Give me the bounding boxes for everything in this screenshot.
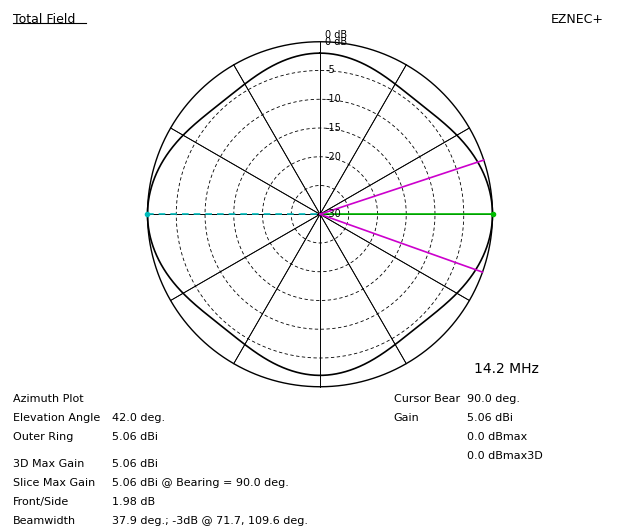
Text: Outer Ring: Outer Ring (13, 432, 73, 442)
Text: 5.06 dBi: 5.06 dBi (112, 459, 158, 469)
Text: 0 dB: 0 dB (325, 37, 348, 47)
Text: 42.0 deg.: 42.0 deg. (112, 413, 165, 423)
Text: 37.9 deg.; -3dB @ 71.7, 109.6 deg.: 37.9 deg.; -3dB @ 71.7, 109.6 deg. (112, 516, 308, 526)
Text: -5: -5 (325, 66, 335, 76)
Text: 3D Max Gain: 3D Max Gain (13, 459, 84, 469)
Text: -20: -20 (325, 152, 341, 162)
Text: Beamwidth: Beamwidth (13, 516, 76, 526)
Text: Gain: Gain (394, 413, 419, 423)
Text: 14.2 MHz: 14.2 MHz (474, 362, 538, 376)
Text: -30: -30 (325, 209, 341, 219)
Text: EZNEC+: EZNEC+ (550, 13, 604, 26)
Text: Azimuth Plot: Azimuth Plot (13, 394, 83, 404)
Text: Front/Side: Front/Side (13, 497, 69, 507)
Text: -15: -15 (325, 123, 341, 133)
Text: 5.06 dBi: 5.06 dBi (467, 413, 513, 423)
Text: 0 dB: 0 dB (325, 30, 348, 40)
Text: -10: -10 (325, 94, 341, 104)
Text: 0.0 dBmax: 0.0 dBmax (467, 432, 527, 442)
Text: Cursor Bear: Cursor Bear (394, 394, 460, 404)
Text: 5.06 dBi: 5.06 dBi (112, 432, 158, 442)
Text: Total Field: Total Field (13, 13, 75, 26)
Text: 90.0 deg.: 90.0 deg. (467, 394, 520, 404)
Text: 1.98 dB: 1.98 dB (112, 497, 155, 507)
Text: 5.06 dBi @ Bearing = 90.0 deg.: 5.06 dBi @ Bearing = 90.0 deg. (112, 478, 289, 488)
Text: Slice Max Gain: Slice Max Gain (13, 478, 95, 488)
Text: Elevation Angle: Elevation Angle (13, 413, 100, 423)
Text: 0.0 dBmax3D: 0.0 dBmax3D (467, 451, 543, 461)
